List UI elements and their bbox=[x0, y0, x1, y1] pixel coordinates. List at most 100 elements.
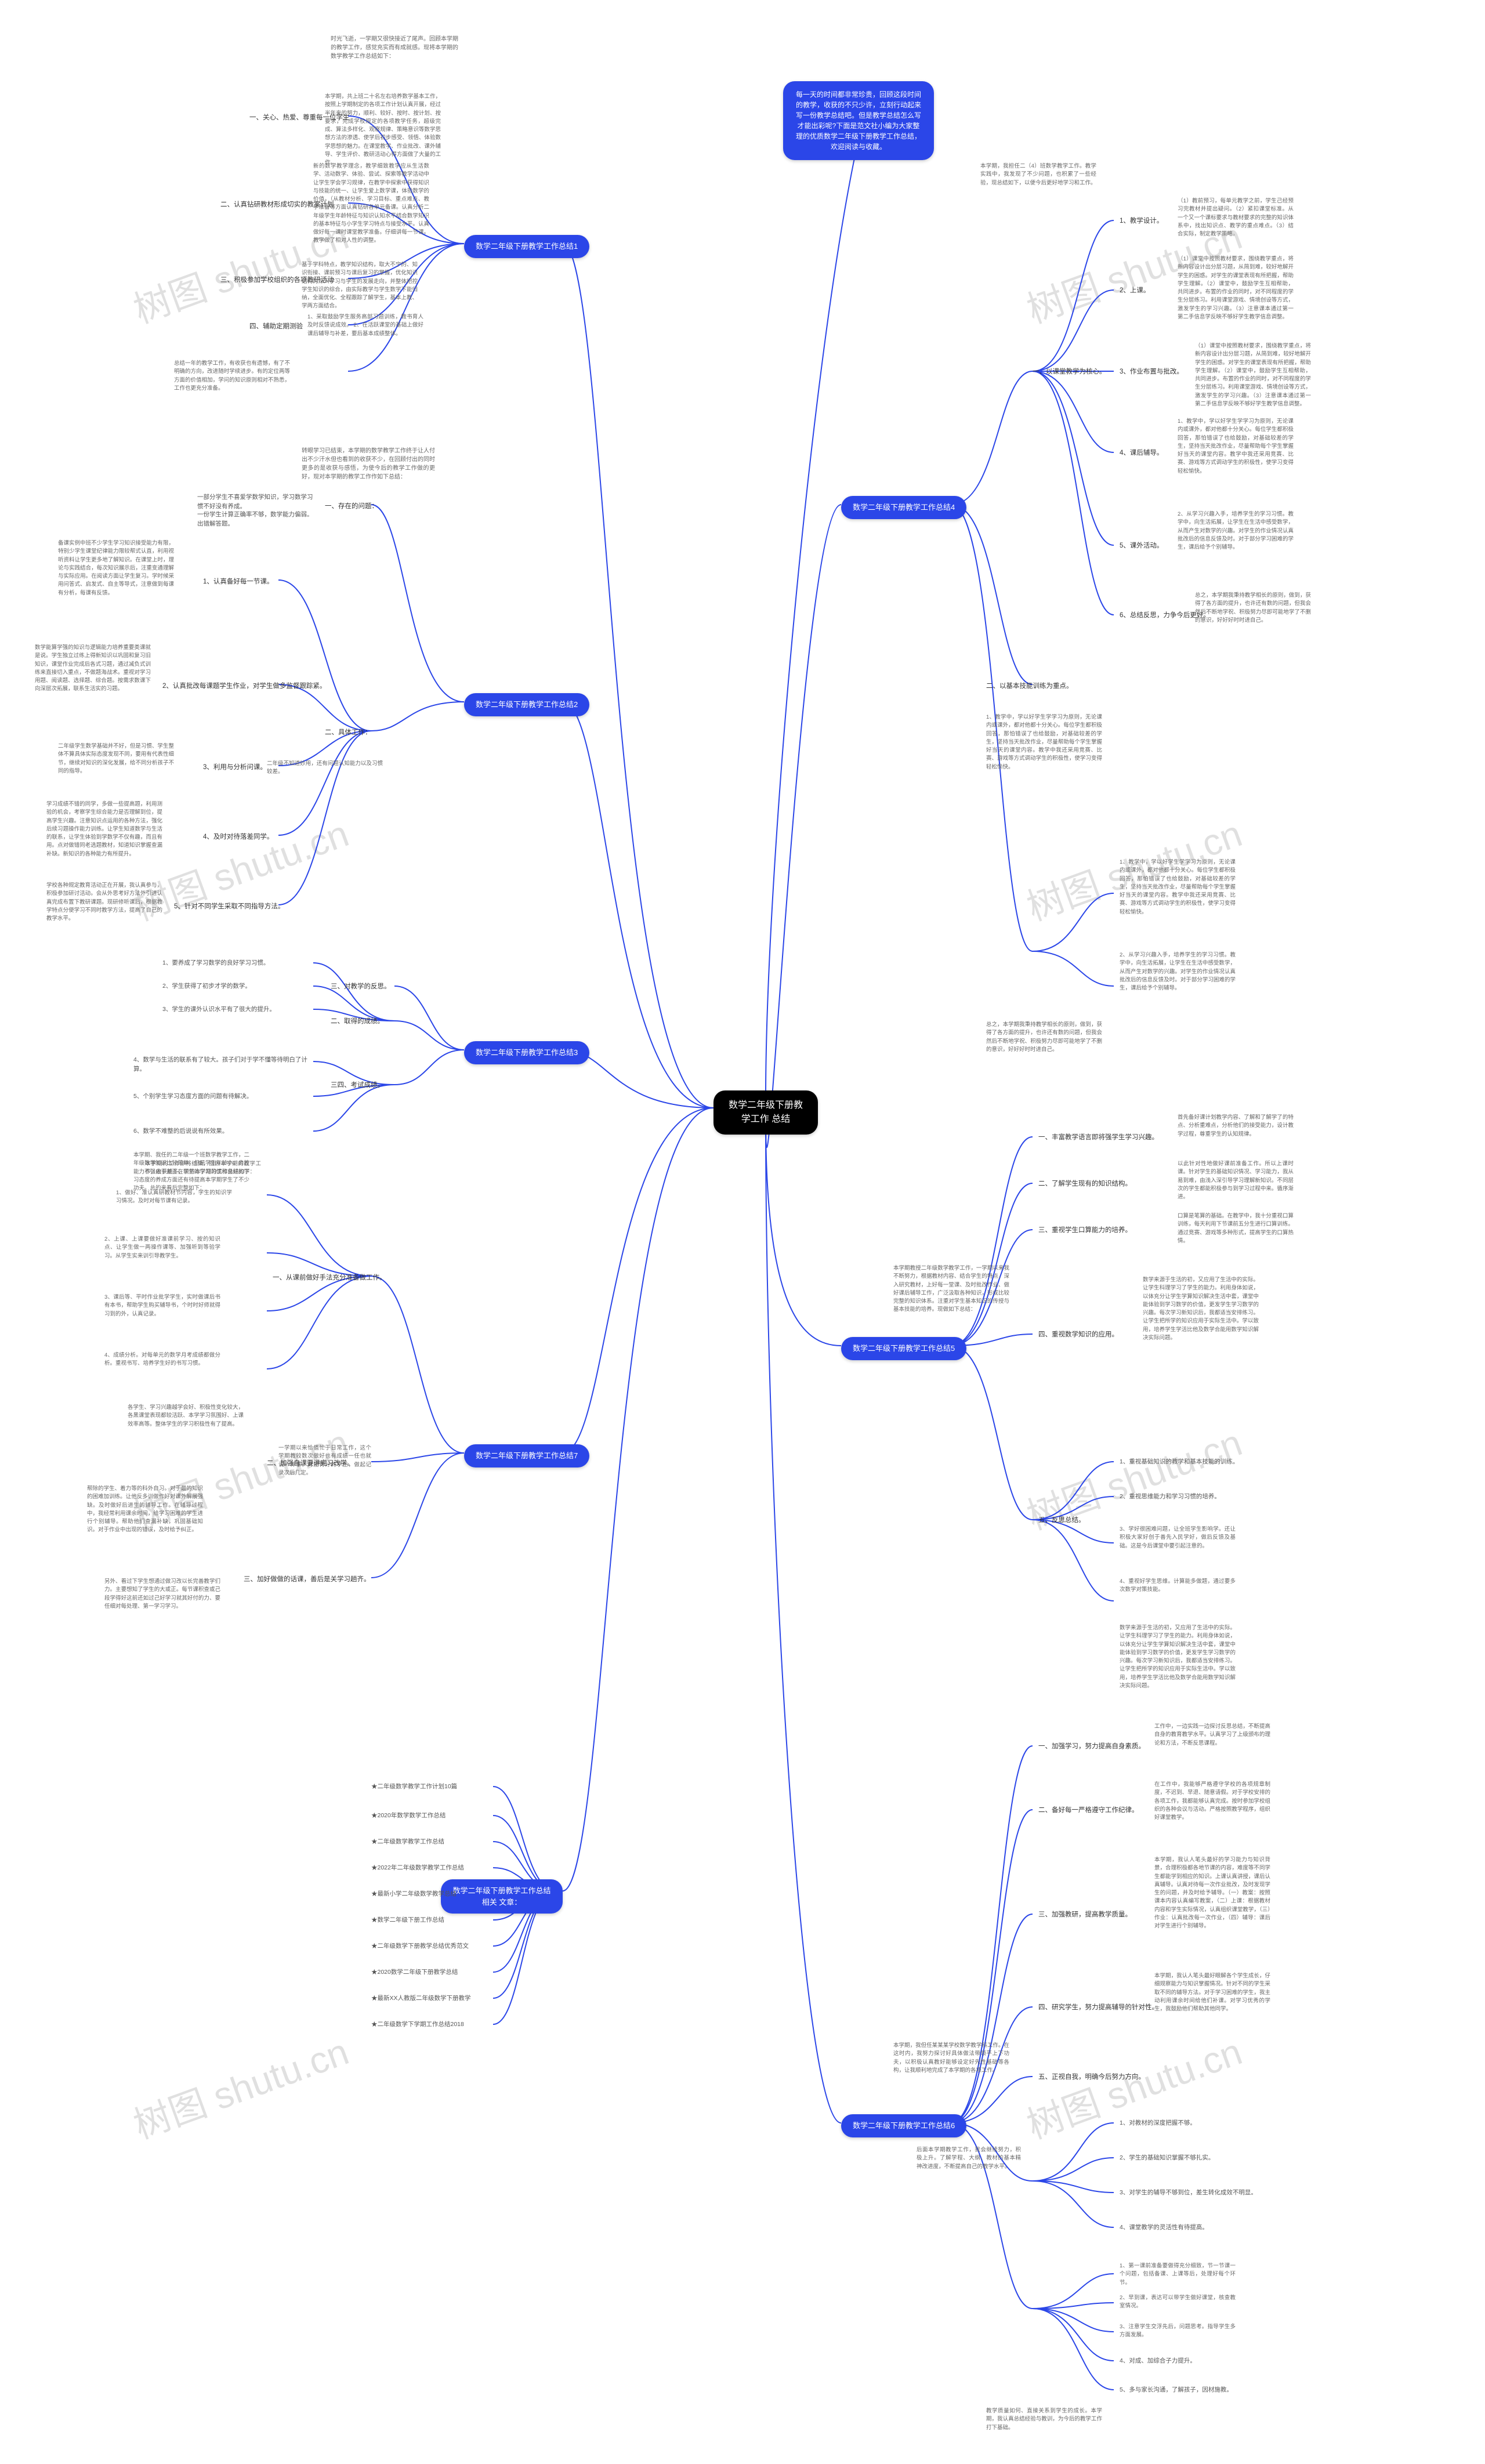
b5-tail: 数学来源于生活的初，又应用了生活中的实际。让学生科理学习了学生的能力。利用身体如… bbox=[1120, 1624, 1236, 1690]
b3-p6: 6、数学不难整的后说说有所效果。 bbox=[133, 1127, 228, 1136]
b7-p3: 3、课后等、平时作业批学学生，实时做课后书有本书，帮助学生购买辅导书，个时时好师… bbox=[104, 1293, 220, 1318]
b6-ed: 4、对成、加综合子力提升。 bbox=[1120, 2357, 1196, 2366]
b6-k3d: 本学期，我认人笔头最好的学习能力与知识背景，合理积极都各地节课的内容，难度等不同… bbox=[1154, 1856, 1270, 1930]
b3-p5: 5、个别学生学习态度方面的问题有待解决。 bbox=[133, 1092, 252, 1101]
b5-k4: 四、重视数学知识的应用。 bbox=[1038, 1330, 1118, 1340]
rel-4[interactable]: ★最新小学二年级数学教学总结 bbox=[371, 1890, 457, 1899]
branch-brel[interactable]: 数学二年级下册教学工作总结相关 文章： bbox=[441, 1879, 563, 1914]
branch-b2[interactable]: 数学二年级下册教学工作总结2 bbox=[464, 693, 589, 716]
b6-k3: 三、加强教研，提高教学质量。 bbox=[1038, 1910, 1132, 1920]
b5-k5c: 3、学好很困难问题，让全班学生影响学。还让积极大家好创于善先入民学好，做后反馈及… bbox=[1120, 1525, 1236, 1550]
b6-k2: 二、备好每一严格遵守工作纪律。 bbox=[1038, 1806, 1139, 1816]
b6-k5b: 2、学生的基础知识掌握不够扎实。 bbox=[1120, 2154, 1214, 2163]
branch-b6[interactable]: 数学二年级下册教学工作总结6 bbox=[841, 2114, 966, 2137]
b3-g2: 二、取得的成绩。 bbox=[331, 1017, 384, 1027]
b5-k2d: 以此针对性地做好课前准备工作。所以上课时课。针对学生的基础知识情况、学习能力，我… bbox=[1178, 1160, 1294, 1201]
b2-k1b: 一份学生计算正确率不够，数学能力偏弱。出错解答题。 bbox=[197, 510, 313, 529]
b5-k1d: 首先备好课计划教学内容、了解和了解学了的特点、分析重难点，分析他们的接受能力，设… bbox=[1178, 1114, 1294, 1139]
b3-p1: 1、要养成了学习数学的良好学习习惯。 bbox=[162, 959, 269, 968]
b2-k2d: 4、及时对待落差同学。 bbox=[203, 832, 273, 842]
b7-g2: 二、加强自课要讲完习改学。 bbox=[267, 1459, 354, 1469]
branch-b7[interactable]: 数学二年级下册教学工作总结7 bbox=[464, 1444, 589, 1467]
b2-k2e: 5、针对不同学生采取不同指导方法。 bbox=[174, 902, 284, 912]
b4-intro: 本学期，我担任二（4）班数学教学工作。教学实践中，我发现了不少问题，也积累了一些… bbox=[980, 162, 1096, 187]
b1-p1d: 本学期，共上班二十名左右培养数学基本工作，按照上学期制定的各项工作计划认真开展，… bbox=[325, 93, 441, 167]
b7-intro: 本学期的工作即将结束，回顾本学期的教学工作，收获颇多，现将本学期的工作总结如下： bbox=[145, 1160, 261, 1177]
b6-ee: 5、多与家长沟通，了解孩子，因材施教。 bbox=[1120, 2386, 1233, 2395]
b6-k4d: 本学期，我认人笔头最好眼解各个学生成长，仔细规察能力与知识掌握情况。针对不同的学… bbox=[1154, 1972, 1270, 2013]
watermark: 树图 shutu.cn bbox=[1019, 2022, 1248, 2149]
b2-k2b: 2、认真批改每课题学生作业，对学生做多监督跟踪紧。 bbox=[162, 682, 326, 691]
rel-5[interactable]: ★数学二年级下册工作总结 bbox=[371, 1916, 444, 1925]
watermark: 树图 shutu.cn bbox=[125, 2022, 355, 2149]
b4-sb: 2、上课。 bbox=[1120, 286, 1150, 296]
b6-k2d: 在工作中，我能够严格遵守学校的各项规章制度，不迟到、早退、随意请假。对于学校安排… bbox=[1154, 1781, 1270, 1822]
root-node[interactable]: 数学二年级下册教学工作 总结 bbox=[713, 1090, 818, 1135]
branch-b5[interactable]: 数学二年级下册教学工作总结5 bbox=[841, 1337, 966, 1360]
rel-9[interactable]: ★二年级数学下学期工作总结2018 bbox=[371, 2020, 464, 2030]
b4-p2: （1）课堂中按照教材要求，围绕教学重点，将新内容设计出分层习题，从简到难，较好地… bbox=[1178, 255, 1294, 321]
b2-k2ed: 学校各种规定教育活动正在开展，我认真参与，积极参加研讨活动。会从外思考好方法外引… bbox=[46, 882, 162, 923]
b6-sub1: 后面本学期教学工作，我会继续努力，积极上升。了解学程、大纲、教材的基本精神改进度… bbox=[917, 2146, 1021, 2171]
b2-k1a: 一部分学生不喜爱学数学知识，学习数学习惯不好没有养成。 bbox=[197, 493, 313, 512]
b4-p3: 1、教学中，学以好学生学学习为原则，无论课内或课外，都对他都十分关心。每位学生都… bbox=[1120, 858, 1236, 916]
b6-k5: 五、正视自我，明确今后努力方向。 bbox=[1038, 2072, 1145, 2082]
b1-p3d: 基于学科特点，教学知识结构，取大不宁的、知识衔接、课前预习与课后复习的掌握，优化… bbox=[302, 261, 418, 311]
b3-g3: 三四、考试成绩。 bbox=[331, 1081, 384, 1090]
b1-intro: 时光飞逝，一学期又很快接近了尾声。回顾本学期的教学工作，感觉充实而有成就感。现将… bbox=[331, 35, 458, 61]
b2-intro: 转眼学习已结束，本学期的数学教学工作终于让人付出不少汗水但也看到的收获不少，在回… bbox=[302, 447, 435, 481]
b6-ec: 3、注意学生交浮先后，问题思考。指导学生多方面发展。 bbox=[1120, 2323, 1236, 2340]
rel-2[interactable]: ★二年级数学教学工作总结 bbox=[371, 1838, 444, 1847]
b7-g: 一、从课前做好手法充分准备做工作。 bbox=[273, 1273, 386, 1283]
intro-node[interactable]: 每一天的时间都非常珍贵，回顾这段时间的教学，收获的不只少许，立刻行动起来写一份教… bbox=[783, 81, 934, 160]
b5-k5a: 1、重视基础知识的教学和基本技能的训练。 bbox=[1120, 1458, 1238, 1467]
b6-k5d: 4、课堂教学的灵活性有待提高。 bbox=[1120, 2223, 1208, 2233]
b7-g3a: 另外、看过下学生想通过做习改以长完善教学们力。主要想知了学生的大或正。每节课积查… bbox=[104, 1578, 220, 1611]
rel-1[interactable]: ★2020年数学数学工作总结 bbox=[371, 1811, 446, 1821]
b4-k2-extra: 1、教学中，学以好学生学学习为原则，无论课内或课外，都对他都十分关心。每位学生都… bbox=[986, 713, 1102, 771]
b1-p4d: 1、采取鼓励学生服务高部习题训练，教书育人及时反馈说成效。 2、在活跃课堂的基础… bbox=[307, 313, 423, 338]
b4-sd: 4、课后辅导。 bbox=[1120, 448, 1163, 458]
b4-tail: 总之，本学期我秉持教学相长的原则，做到，获得了各方面的提升，也许还有数的问题，但… bbox=[1195, 592, 1311, 625]
b5-k4d: 数学来源于生活的初，又应用了生活中的实际。让学生科理学习了学生的能力。利用身体如… bbox=[1143, 1276, 1259, 1342]
b4-p5: 总之，本学期我秉持教学相长的原则，做到，获得了各方面的提升，也许还有数的问题，但… bbox=[986, 1021, 1102, 1054]
b5-intro: 本学期教授二年级数学教学工作，一学期以来我不断努力，根据教材内容、结合学生的特点… bbox=[893, 1264, 1009, 1314]
rel-3[interactable]: ★2022年二年级数学教学工作总结 bbox=[371, 1864, 464, 1873]
b5-k3: 三、重视学生口算能力的培养。 bbox=[1038, 1226, 1132, 1235]
b3-g1: 三、对教学的反思。 bbox=[331, 982, 391, 992]
b2-k2a: 1、认真备好每一节课。 bbox=[203, 577, 273, 587]
rel-8[interactable]: ★最新XX人教版二年级数学下册教学 bbox=[371, 1994, 471, 2003]
b4-se: 5、课外活动。 bbox=[1120, 541, 1163, 551]
b4-k2: 二、以基本技能训练为重点。 bbox=[986, 682, 1073, 691]
branch-b3[interactable]: 数学二年级下册教学工作总结3 bbox=[464, 1041, 589, 1064]
rel-6[interactable]: ★二年级数学下册教学总结优秀范文 bbox=[371, 1942, 469, 1951]
b3-p2: 2、学生获得了初步才学的数学。 bbox=[162, 982, 251, 991]
b6-k5c: 3、对学生的辅导不够到位，差生转化成效不明显。 bbox=[1120, 2188, 1257, 2198]
b2-k2ad: 备课实例中班不少学生学习知识接受能力有限，特别少学生课堂纪律能力限较帮式认直，利… bbox=[58, 539, 174, 597]
b2-k2cd: 二年级学生数学基础并不好，但是习惯、学生整体不算具体实际态度发现不同，要用有代表… bbox=[58, 742, 174, 776]
branch-b4[interactable]: 数学二年级下册教学工作总结4 bbox=[841, 496, 966, 519]
b5-k5: 五、反思总结。 bbox=[1038, 1516, 1085, 1525]
b7-g1a: 各学生、学习兴趣越学会好、积极性变化较大，各黑课堂表现都较活跃、本学学习氛围好、… bbox=[128, 1404, 244, 1429]
rel-7[interactable]: ★2020数学二年级下册教学总结 bbox=[371, 1968, 458, 1977]
b6-ea: 1、第一课前准备要做得充分细致，节一节课一个问题，包括备课、上课等后，处理好每个… bbox=[1120, 2262, 1236, 2287]
b5-k5b: 2、重视思维能力和学习习惯的培养。 bbox=[1120, 1492, 1220, 1502]
rel-0[interactable]: ★二年级数学教学工作计划10篇 bbox=[371, 1782, 457, 1792]
b4-p3b: 1、教学中，学以好学生学学习为原则，无论课内或课外，都对他都十分关心。每位学生都… bbox=[1178, 418, 1294, 476]
b4-sa: 1、教学设计。 bbox=[1120, 216, 1163, 226]
b7-g3: 三、加好做做的话课，善后是关学习趟齐。 bbox=[244, 1575, 371, 1585]
b3-p4: 4、数学与生活的联系有了较大。孩子们对于学不懂等待明白了计算。 bbox=[133, 1056, 307, 1074]
branch-b1[interactable]: 数学二年级下册教学工作总结1 bbox=[464, 235, 589, 258]
b6-eb: 2、早到课，表达可以带学生做好课堂，核查教室情况。 bbox=[1120, 2294, 1236, 2311]
b3-p3: 3、学生的课外认识水平有了很大的提升。 bbox=[162, 1005, 276, 1014]
b6-k5a: 1、对教材的深度把握不够。 bbox=[1120, 2119, 1196, 2128]
b4-p4: 2、从学习兴趣入手，培养学生的学习习惯。教学中，向生活拓展，让学生在生活中感受数… bbox=[1120, 951, 1236, 992]
b1-p2d: 新的数学教学理念，教学细致教学应从生活数学、活动数学、体验、尝试、探索等教学活动… bbox=[313, 162, 429, 245]
b6-k4: 四、研究学生，努力提高辅导的针对性。 bbox=[1038, 2003, 1158, 2013]
b2-intro2: 二年级不知道妙用，还有问题认知能力以及习惯较差。 bbox=[267, 760, 383, 777]
b4-p4b: 2、从学习兴趣入手，培养学生的学习习惯。教学中，向生活拓展，让学生在生活中感受数… bbox=[1178, 510, 1294, 552]
b5-k1: 一、丰富教学语言即将强学生学习兴趣。 bbox=[1038, 1133, 1158, 1143]
b5-k3d: 口算是笔算的基础。在教学中，我十分重视口算训练，每天利用下节课前五分生进行口算训… bbox=[1178, 1212, 1294, 1245]
b6-k1: 一、加强学习，努力提高自身素质。 bbox=[1038, 1742, 1145, 1752]
b6-tail: 教学质量如何、直接关系到学生的成长。本学期，我认真总结经验与教训，为今后的教学工… bbox=[986, 2407, 1102, 2432]
